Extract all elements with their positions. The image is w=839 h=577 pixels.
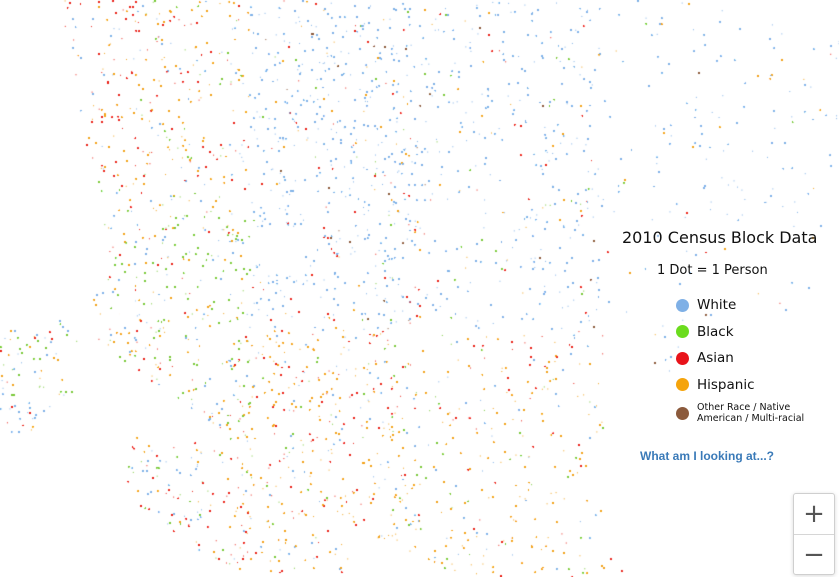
map-legend: 2010 Census Block Data 1 Dot = 1 Person … <box>612 228 832 428</box>
legend-label-other: Other Race / Native American / Multi-rac… <box>697 402 805 424</box>
legend-swatch-white <box>676 298 689 312</box>
legend-item-hispanic: Hispanic <box>676 372 832 399</box>
legend-swatch-other <box>676 406 689 420</box>
zoom-out-button[interactable]: − <box>794 534 834 574</box>
zoom-control: + − <box>793 493 835 575</box>
legend-label-white: White <box>697 297 737 314</box>
legend-title: 2010 Census Block Data <box>622 228 818 247</box>
legend-item-white: White <box>676 292 832 319</box>
legend-subtitle: 1 Dot = 1 Person <box>657 263 768 278</box>
minus-icon: − <box>803 539 825 570</box>
legend-label-hispanic: Hispanic <box>697 376 755 393</box>
legend-label-asian: Asian <box>697 350 734 367</box>
legend-swatch-black <box>676 325 689 339</box>
plus-icon: + <box>803 499 825 529</box>
legend-item-other: Other Race / Native American / Multi-rac… <box>676 398 832 428</box>
legend-swatch-hispanic <box>676 378 689 392</box>
zoom-in-button[interactable]: + <box>794 494 834 534</box>
legend-swatch-asian <box>676 351 689 365</box>
legend-list: White Black Asian Hispanic Other Race / … <box>676 292 832 428</box>
legend-label-black: Black <box>697 323 734 340</box>
legend-item-black: Black <box>676 319 832 346</box>
help-link[interactable]: What am I looking at...? <box>640 449 775 463</box>
legend-item-asian: Asian <box>676 345 832 372</box>
